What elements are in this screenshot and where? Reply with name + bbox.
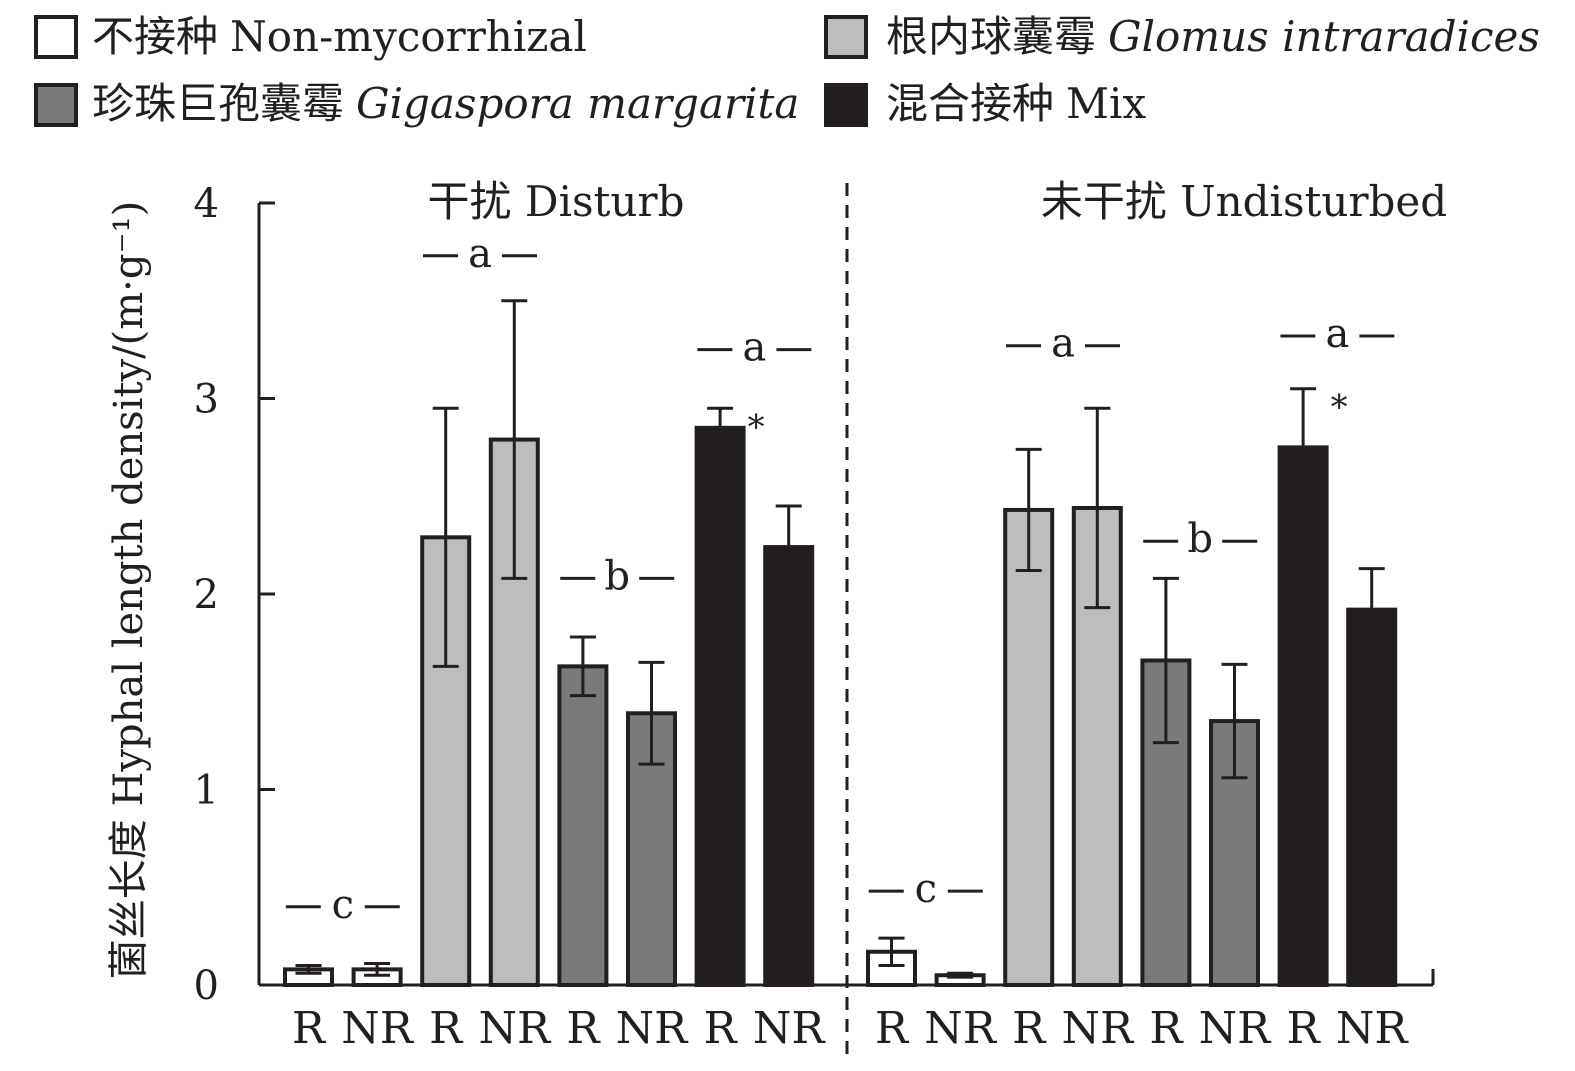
significance-letter: a <box>468 231 492 277</box>
error-bar <box>707 406 734 449</box>
error-bar <box>1290 387 1317 508</box>
error-bar <box>1152 576 1179 745</box>
significance-letter: b <box>1187 516 1213 562</box>
bar <box>763 545 815 988</box>
panel-title: 干扰 Disturb <box>428 177 685 226</box>
legend-item: 混合接种 Mix <box>824 79 1146 128</box>
legend-label-en: Glomus intraradices <box>1108 12 1540 61</box>
y-axis-label: 菌丝长度 Hyphal length density/(m·g⁻¹) <box>106 201 152 979</box>
category-label: R <box>292 1003 327 1054</box>
significance-letter-group: a <box>697 325 812 371</box>
y-tick-label: 4 <box>194 181 219 227</box>
error-bar <box>775 504 802 590</box>
category-label: NR <box>1061 1003 1135 1054</box>
legend-label-cn: 混合接种 <box>886 79 1054 128</box>
error-bar <box>364 961 391 977</box>
significance-letter: c <box>332 882 354 928</box>
category-label: R <box>566 1003 601 1054</box>
legend-swatch <box>824 83 868 127</box>
legend-label-cn: 不接种 <box>92 12 218 61</box>
error-bar <box>1015 447 1042 573</box>
significance-star: * <box>1331 388 1348 428</box>
legend-label-en: Mix <box>1066 79 1146 128</box>
error-bar <box>1358 567 1385 653</box>
significance-letter-group: b <box>1143 516 1258 562</box>
significance-letter-group: a <box>1006 321 1120 367</box>
significance-letter-group: a <box>423 231 537 277</box>
category-label: NR <box>1336 1003 1410 1054</box>
legend-item: 不接种 Non-mycorrhizal <box>34 12 587 61</box>
legend-label-en: Gigaspora margarita <box>356 79 799 128</box>
error-bars <box>295 299 1385 979</box>
y-axis: 0 1 2 3 4 菌丝长度 Hyphal length density/(m·g⁻¹) <box>106 181 275 1009</box>
y-tick-label: 3 <box>194 377 219 423</box>
legend-item: 根内球囊霉 Glomus intraradices <box>824 12 1540 61</box>
error-bar <box>432 406 459 668</box>
category-label: NR <box>924 1003 998 1054</box>
significance-letter-group: c <box>868 866 983 912</box>
bar <box>488 437 540 987</box>
legend-item: 珍珠巨孢囊霉 Gigaspora margarita <box>34 79 799 128</box>
error-bar <box>1221 662 1248 780</box>
error-bar <box>1084 406 1111 610</box>
category-label: NR <box>341 1003 415 1054</box>
significance-letter: a <box>1051 321 1075 367</box>
category-label: R <box>704 1003 739 1054</box>
category-label: R <box>429 1003 464 1054</box>
error-bar <box>638 660 665 766</box>
legend: 不接种 Non-mycorrhizal 根内球囊霉 Glomus intraradic… <box>34 12 1540 128</box>
significance-letter-group: c <box>285 882 400 928</box>
legend-swatch <box>34 15 78 59</box>
bar <box>694 425 746 987</box>
category-label: R <box>1012 1003 1047 1054</box>
category-label: NR <box>616 1003 690 1054</box>
category-label: R <box>1149 1003 1184 1054</box>
error-bar <box>501 299 528 580</box>
bar <box>557 664 609 988</box>
panel-title: 未干扰 Undisturbed <box>1041 177 1447 226</box>
bar <box>1346 607 1398 987</box>
y-tick-label: 1 <box>194 768 219 814</box>
category-label: R <box>1287 1003 1322 1054</box>
significance-letter-group: a <box>1280 311 1395 357</box>
category-label: R <box>875 1003 910 1054</box>
significance-letter: a <box>1325 311 1349 357</box>
significance-letter: c <box>915 866 937 912</box>
bar <box>1277 445 1329 987</box>
error-bar <box>569 635 596 698</box>
legend-label-cn: 根内球囊霉 <box>886 12 1096 61</box>
error-bar <box>295 963 322 975</box>
bars <box>283 425 1398 988</box>
panel-titles: 干扰 Disturb 未干扰 Undisturbed <box>428 177 1448 226</box>
category-labels: R NR R NR R NR R NR R NR R NR R NR R NR <box>292 1003 1409 1054</box>
significance-letters: c a b a * c a b a * <box>285 231 1395 928</box>
legend-label-en: Non-mycorrhizal <box>230 12 587 61</box>
bar <box>1003 507 1055 987</box>
significance-star: * <box>748 407 765 447</box>
error-bar <box>947 971 974 979</box>
legend-label-cn: 珍珠巨孢囊霉 <box>92 79 344 128</box>
error-bar <box>878 936 905 967</box>
legend-swatch <box>34 83 78 127</box>
y-tick-label: 0 <box>194 963 219 1009</box>
category-label: NR <box>478 1003 552 1054</box>
category-label: NR <box>1199 1003 1273 1054</box>
category-label: NR <box>753 1003 827 1054</box>
significance-letter: b <box>604 553 630 599</box>
y-tick-label: 2 <box>194 572 219 618</box>
significance-letter: a <box>742 325 766 371</box>
legend-swatch <box>824 15 868 59</box>
significance-letter-group: b <box>560 553 675 599</box>
